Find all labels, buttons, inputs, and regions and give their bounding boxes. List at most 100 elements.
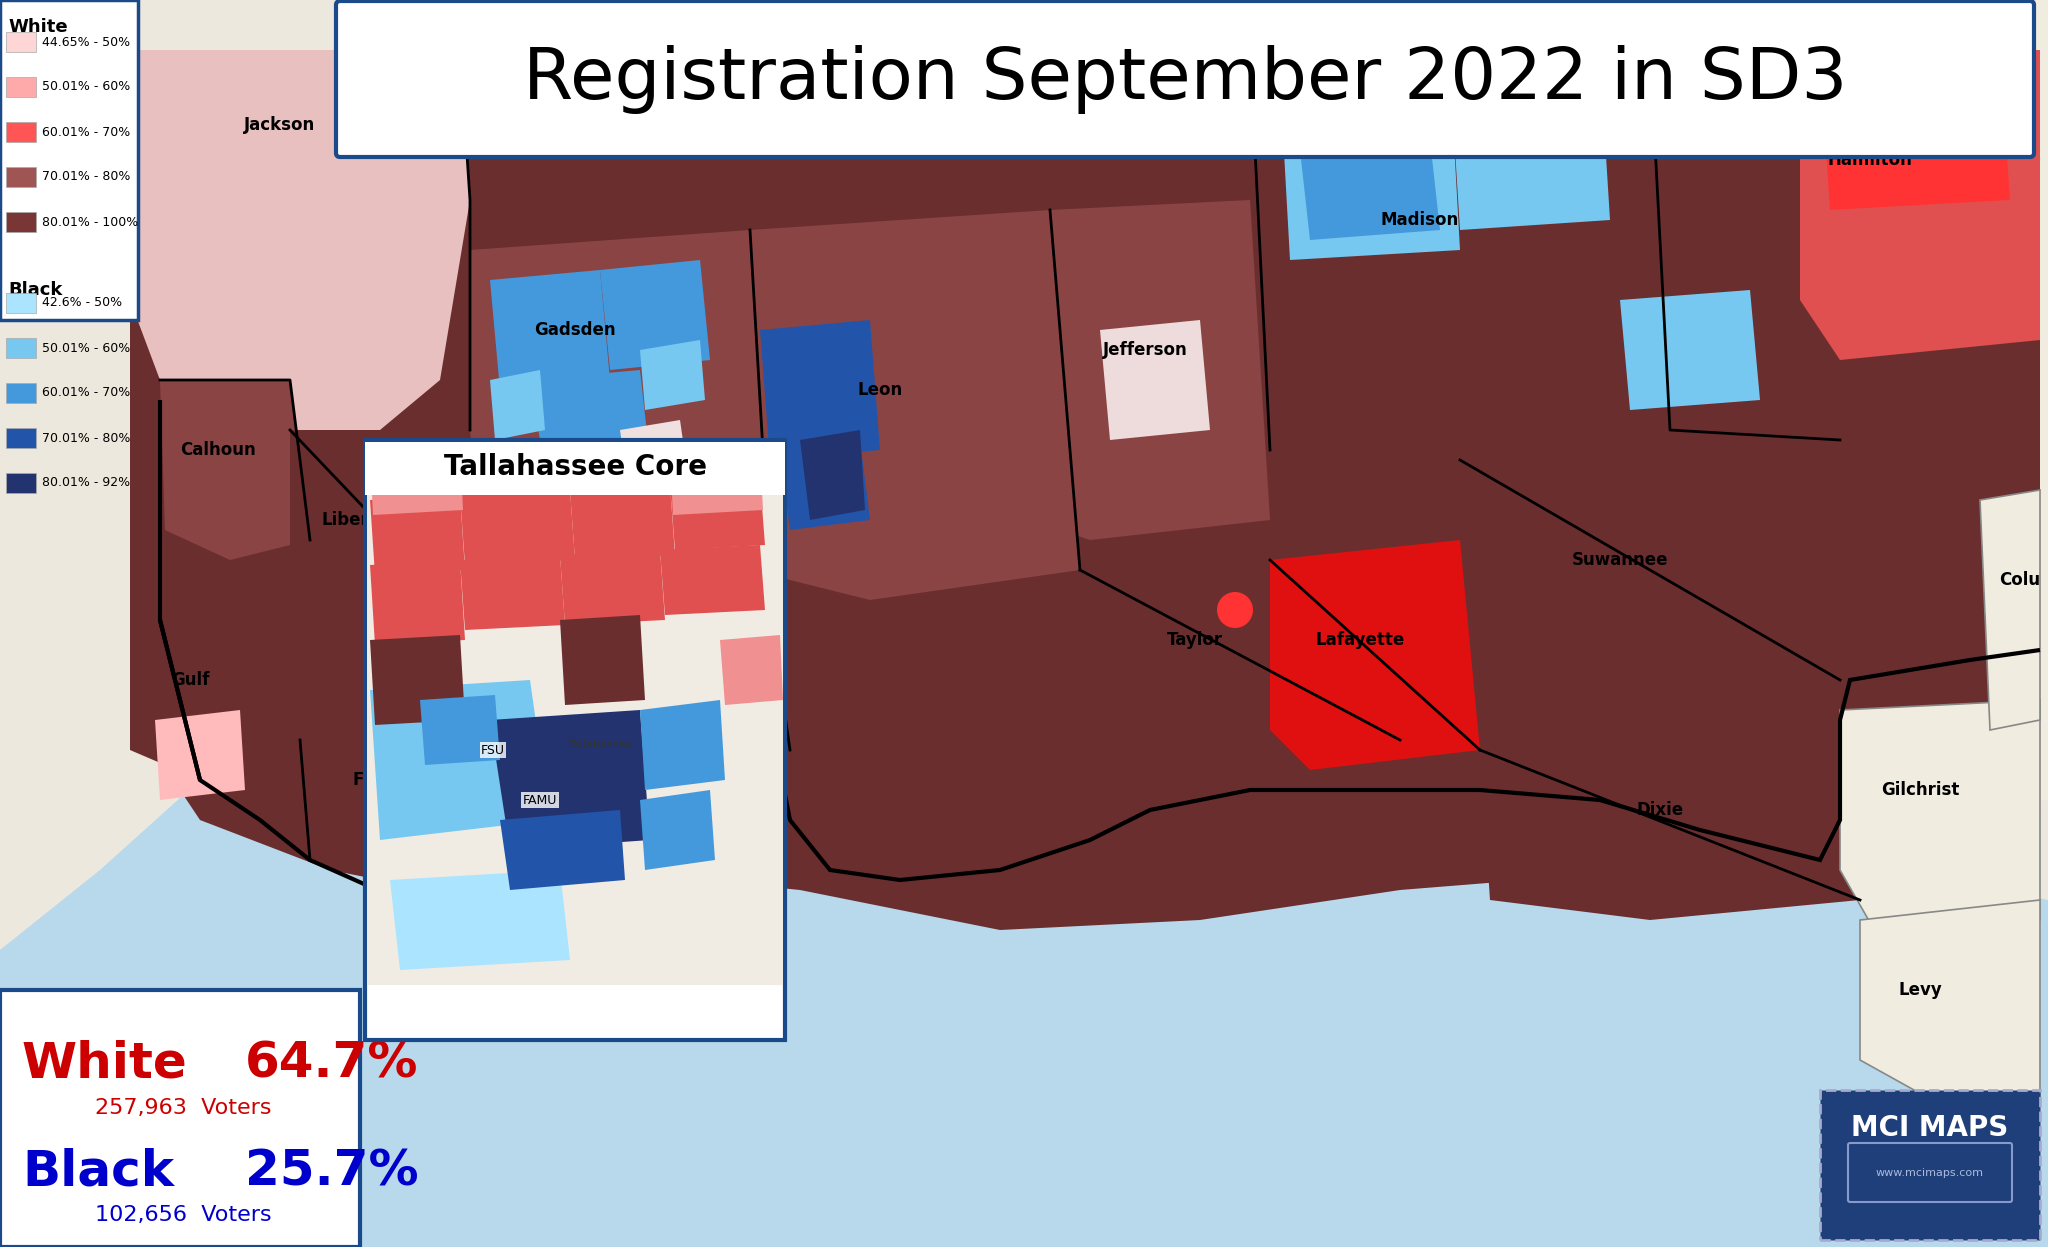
Text: 102,656  Voters: 102,656 Voters bbox=[94, 1205, 272, 1225]
Polygon shape bbox=[299, 720, 510, 870]
Text: Gilchrist: Gilchrist bbox=[1880, 781, 1960, 799]
Text: MCI MAPS: MCI MAPS bbox=[1851, 1114, 2009, 1142]
Polygon shape bbox=[670, 450, 764, 515]
Polygon shape bbox=[469, 229, 770, 570]
Polygon shape bbox=[489, 271, 610, 390]
Polygon shape bbox=[569, 485, 676, 560]
FancyBboxPatch shape bbox=[336, 1, 2034, 157]
Polygon shape bbox=[621, 420, 690, 500]
Text: Tallahassee: Tallahassee bbox=[567, 739, 633, 749]
Bar bbox=[6, 167, 37, 187]
Text: White: White bbox=[8, 17, 68, 36]
Text: Jefferson: Jefferson bbox=[1102, 340, 1188, 359]
Polygon shape bbox=[1980, 490, 2040, 729]
Polygon shape bbox=[760, 320, 881, 460]
Polygon shape bbox=[1821, 0, 2048, 850]
Text: Jackson: Jackson bbox=[244, 116, 315, 133]
Bar bbox=[6, 293, 37, 313]
Text: 50.01% - 60%: 50.01% - 60% bbox=[43, 342, 131, 354]
Polygon shape bbox=[1620, 291, 1759, 410]
Text: 257,963  Voters: 257,963 Voters bbox=[94, 1099, 272, 1119]
Bar bbox=[365, 440, 784, 1040]
Text: 80.01% - 100%: 80.01% - 100% bbox=[43, 216, 139, 228]
Text: www.mcimaps.com: www.mcimaps.com bbox=[1876, 1168, 1985, 1178]
Text: 70.01% - 80%: 70.01% - 80% bbox=[43, 431, 131, 444]
Bar bbox=[6, 77, 37, 97]
Text: Hamilton: Hamilton bbox=[1827, 151, 1913, 170]
Polygon shape bbox=[0, 680, 2048, 1247]
Bar bbox=[367, 441, 782, 985]
Polygon shape bbox=[780, 440, 870, 530]
Polygon shape bbox=[1280, 70, 1460, 261]
Bar bbox=[6, 428, 37, 448]
Polygon shape bbox=[559, 550, 666, 625]
Text: Tallahassee Core: Tallahassee Core bbox=[444, 453, 707, 481]
Polygon shape bbox=[489, 610, 791, 791]
Text: 60.01% - 70%: 60.01% - 70% bbox=[43, 126, 131, 138]
Polygon shape bbox=[1051, 200, 1270, 540]
Polygon shape bbox=[129, 50, 2040, 930]
Text: FAMU: FAMU bbox=[522, 793, 557, 807]
Text: Madison: Madison bbox=[1380, 211, 1458, 229]
Text: White: White bbox=[23, 1040, 188, 1087]
Polygon shape bbox=[639, 700, 725, 791]
Polygon shape bbox=[371, 560, 465, 645]
Text: 42.6% - 50%: 42.6% - 50% bbox=[43, 297, 123, 309]
Text: Taylor: Taylor bbox=[1167, 631, 1223, 648]
Text: Franklin: Franklin bbox=[352, 771, 428, 789]
Polygon shape bbox=[1079, 550, 1401, 759]
Polygon shape bbox=[129, 50, 469, 430]
Bar bbox=[6, 473, 37, 493]
Text: 44.65% - 50%: 44.65% - 50% bbox=[43, 35, 131, 49]
Polygon shape bbox=[1481, 720, 1860, 920]
Text: 50.01% - 60%: 50.01% - 60% bbox=[43, 81, 131, 94]
Polygon shape bbox=[291, 430, 489, 660]
Text: Suwannee: Suwannee bbox=[1571, 551, 1669, 569]
Text: Black: Black bbox=[23, 1148, 174, 1196]
Polygon shape bbox=[1300, 140, 1440, 239]
Text: Gulf: Gulf bbox=[170, 671, 209, 690]
Polygon shape bbox=[1839, 700, 2040, 940]
Polygon shape bbox=[489, 710, 649, 850]
Text: 70.01% - 80%: 70.01% - 80% bbox=[43, 171, 131, 183]
Bar bbox=[6, 212, 37, 232]
Polygon shape bbox=[670, 480, 766, 550]
Polygon shape bbox=[1270, 540, 1481, 769]
Polygon shape bbox=[639, 791, 715, 870]
Text: Gadsden: Gadsden bbox=[535, 320, 616, 339]
Polygon shape bbox=[500, 811, 625, 890]
Bar bbox=[6, 383, 37, 403]
Polygon shape bbox=[1100, 320, 1210, 440]
Polygon shape bbox=[156, 710, 246, 801]
Polygon shape bbox=[371, 445, 463, 515]
Text: Colu: Colu bbox=[1999, 571, 2040, 589]
Text: Dixie: Dixie bbox=[1636, 801, 1683, 819]
Polygon shape bbox=[129, 600, 309, 781]
Text: Levy: Levy bbox=[1898, 981, 1942, 999]
Polygon shape bbox=[461, 490, 575, 565]
Bar bbox=[6, 122, 37, 142]
Text: 80.01% - 92%: 80.01% - 92% bbox=[43, 476, 131, 490]
Polygon shape bbox=[721, 635, 782, 705]
Polygon shape bbox=[160, 380, 309, 560]
Polygon shape bbox=[389, 870, 569, 970]
Polygon shape bbox=[1450, 60, 1610, 229]
Polygon shape bbox=[559, 615, 645, 705]
Text: 60.01% - 70%: 60.01% - 70% bbox=[43, 387, 131, 399]
Circle shape bbox=[1217, 592, 1253, 628]
Polygon shape bbox=[801, 430, 864, 520]
Text: 25.7%: 25.7% bbox=[246, 1148, 418, 1196]
Polygon shape bbox=[1249, 50, 1669, 460]
Polygon shape bbox=[639, 340, 705, 410]
Bar bbox=[0, 990, 360, 1247]
Polygon shape bbox=[1821, 55, 2009, 209]
Text: Registration September 2022 in SD3: Registration September 2022 in SD3 bbox=[522, 45, 1847, 113]
Polygon shape bbox=[600, 261, 711, 370]
Text: Wakulla: Wakulla bbox=[594, 671, 668, 690]
Polygon shape bbox=[461, 555, 565, 630]
Text: Lafayette: Lafayette bbox=[1315, 631, 1405, 648]
Text: FSU: FSU bbox=[481, 743, 506, 757]
Text: Leon: Leon bbox=[858, 382, 903, 399]
Bar bbox=[6, 32, 37, 52]
Polygon shape bbox=[530, 370, 649, 470]
